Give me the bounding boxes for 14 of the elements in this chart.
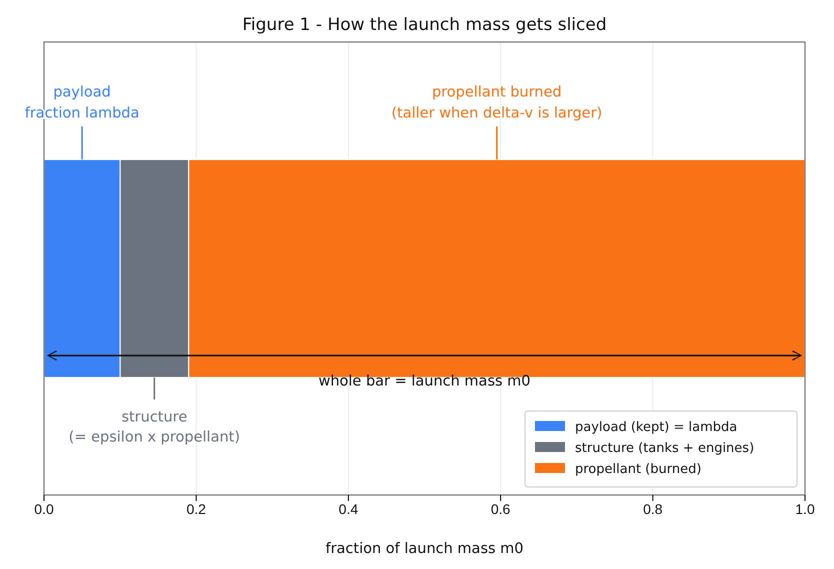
x-tick-label: 1.0 bbox=[795, 500, 815, 517]
legend-label: structure (tanks + engines) bbox=[575, 441, 754, 456]
legend-label: payload (kept) = lambda bbox=[575, 420, 738, 435]
x-tick-label: 0.8 bbox=[643, 500, 663, 517]
chart-title: Figure 1 - How the launch mass gets sliced bbox=[242, 15, 607, 35]
x-tick-label: 0.2 bbox=[186, 500, 206, 517]
annotation: structure (= epsilon x propellant) bbox=[68, 410, 240, 446]
legend-label: propellant (burned) bbox=[575, 462, 702, 477]
x-tick-label: 0.0 bbox=[34, 500, 54, 517]
annotation: propellant burned (taller when delta-v is larger) bbox=[391, 84, 602, 122]
x-tick-label: 0.4 bbox=[338, 500, 358, 517]
x-axis-title: fraction of launch mass m0 bbox=[325, 541, 524, 557]
annotation: whole bar = launch mass m0 bbox=[318, 374, 531, 390]
x-tick-label: 0.6 bbox=[490, 500, 511, 517]
